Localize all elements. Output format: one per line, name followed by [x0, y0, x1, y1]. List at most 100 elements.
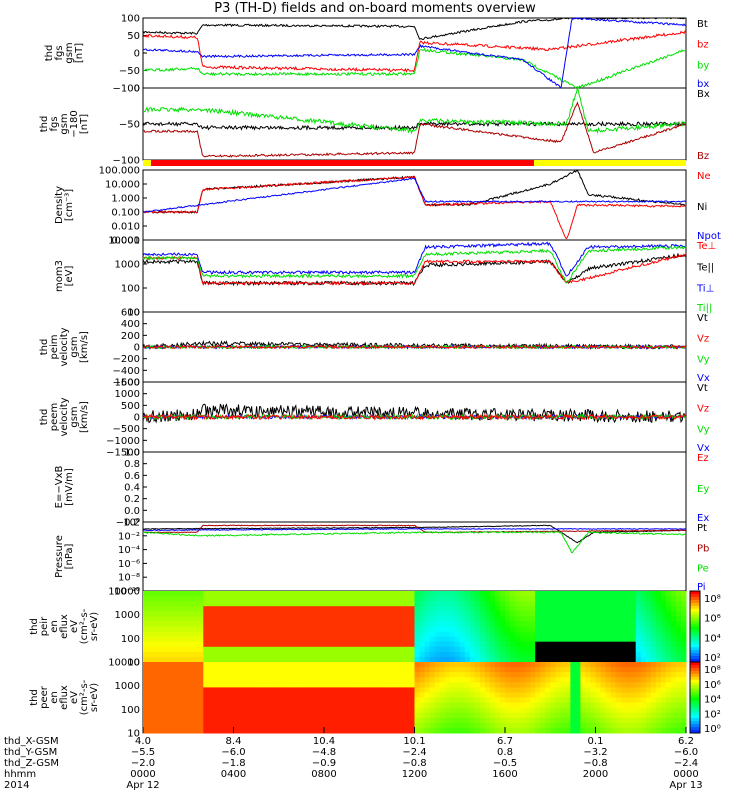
heat-cell [334, 656, 340, 663]
heat-cell [484, 677, 491, 683]
heat-cell [675, 611, 682, 617]
heat-cell [565, 651, 571, 658]
heat-cell [560, 606, 566, 612]
heat-cell [394, 697, 400, 704]
heat-cell [670, 626, 677, 633]
heat-cell [384, 596, 390, 602]
trace-pi [142, 528, 687, 532]
heat-cell [198, 596, 204, 602]
heat-cell [233, 596, 239, 602]
heat-cell [570, 717, 576, 724]
heat-cell [665, 672, 672, 678]
heat-cell [600, 672, 606, 678]
heat-cell [459, 606, 466, 612]
heat-cell [575, 662, 581, 668]
heat-cell [580, 692, 586, 698]
legend-Ex: Ex [697, 513, 709, 524]
heat-cell [243, 677, 250, 683]
ytick-label: 0.8 [124, 459, 140, 470]
heat-cell [625, 616, 632, 622]
heat-cell [670, 631, 677, 638]
heat-cell [153, 616, 159, 622]
heat-cell [359, 651, 365, 658]
heat-cell [148, 591, 154, 597]
heat-cell [153, 707, 159, 714]
colorbar-label: 10⁶ [704, 614, 721, 625]
heat-cell [605, 631, 612, 638]
heat-cell [263, 636, 270, 643]
heat-cell [228, 656, 234, 663]
heat-cell [655, 606, 662, 612]
heat-cell [681, 601, 687, 607]
heat-cell [474, 601, 481, 607]
heat-cell [163, 641, 169, 648]
heat-cell [575, 697, 581, 704]
heat-cell [615, 591, 622, 597]
heat-cell [298, 606, 305, 612]
heat-cell [484, 591, 491, 597]
heat-cell [213, 591, 219, 597]
heat-cell [208, 631, 214, 638]
trace-by2 [142, 86, 687, 135]
heat-cell [630, 601, 637, 607]
heat-cell [454, 672, 461, 678]
heat-cell [203, 697, 209, 704]
heat-cell [454, 717, 461, 724]
heat-cell [163, 667, 169, 673]
heat-cell [660, 672, 667, 678]
heat-cell [540, 692, 546, 698]
heat-cell [213, 611, 219, 617]
heat-cell [464, 616, 471, 622]
heat-cell [218, 717, 224, 724]
heat-cell [394, 646, 400, 653]
colorbar-label: 10⁴ [704, 695, 721, 706]
heat-cell [298, 672, 305, 678]
ylabel-6: thd peem velocity gsm [km/s] [39, 397, 90, 436]
heat-cell [484, 641, 491, 648]
heat-cell [424, 682, 431, 688]
heat-cell [429, 616, 436, 622]
heat-cell [555, 687, 561, 693]
heat-cell [319, 672, 325, 678]
heat-cell [223, 616, 229, 622]
heat-cell [600, 606, 606, 612]
heat-cell [419, 672, 425, 678]
heat-cell [193, 677, 199, 683]
heat-cell [319, 677, 325, 683]
heat-cell [590, 636, 596, 643]
colorbar-cell [690, 697, 700, 701]
heat-cell [630, 636, 637, 643]
heat-cell [575, 682, 581, 688]
heat-cell [158, 667, 164, 673]
heat-cell [585, 727, 591, 734]
heat-cell [474, 591, 481, 597]
heat-cell [298, 616, 305, 622]
heat-cell [675, 601, 682, 607]
heat-cell [655, 641, 662, 648]
heat-cell [288, 611, 295, 617]
heat-cell [565, 687, 571, 693]
heat-cell [469, 697, 476, 704]
heat-cell [610, 591, 617, 597]
heat-cell [530, 702, 536, 709]
heat-cell [198, 702, 204, 709]
heat-cell [163, 636, 169, 643]
heat-cell [188, 697, 194, 704]
heat-cell [545, 601, 551, 607]
heat-cell [645, 667, 652, 673]
heat-cell [459, 702, 466, 709]
heat-cell [364, 697, 370, 704]
heat-cell [550, 651, 556, 658]
heat-cell [228, 626, 234, 633]
heat-cell [510, 591, 516, 597]
ylabel-line: [mV/m] [64, 468, 75, 506]
heat-cell [610, 636, 617, 643]
heat-cell [635, 641, 642, 648]
heat-cell [595, 692, 601, 698]
heat-cell [655, 667, 662, 673]
heat-cell [449, 626, 456, 633]
heat-cell [208, 682, 214, 688]
heat-cell [359, 682, 365, 688]
heat-cell [570, 616, 576, 622]
heat-cell [374, 717, 380, 724]
